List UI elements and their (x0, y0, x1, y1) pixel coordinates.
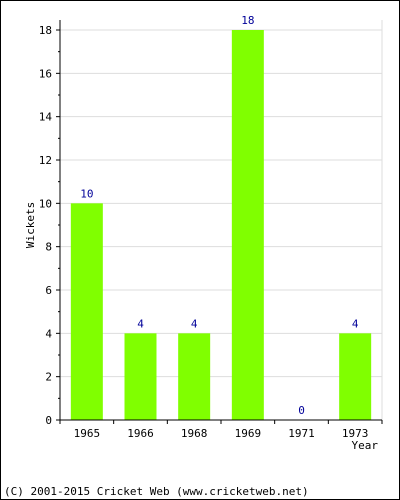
bar-1973 (339, 333, 372, 420)
bar-1966 (124, 333, 157, 420)
value-label-1973: 4 (352, 317, 359, 330)
y-tick-label: 12 (39, 154, 52, 167)
value-label-1969: 18 (241, 14, 254, 27)
x-tick-label: 1965 (74, 427, 101, 440)
value-label-1968: 4 (191, 317, 198, 330)
y-tick-label: 8 (45, 241, 52, 254)
y-tick-label: 4 (45, 327, 52, 340)
value-label-1971: 0 (298, 404, 305, 417)
bar-1968 (178, 333, 211, 420)
bar-1969 (231, 30, 264, 420)
x-tick-label: 1969 (235, 427, 262, 440)
y-tick-label: 16 (39, 67, 52, 80)
value-label-1965: 10 (80, 187, 93, 200)
value-label-1966: 4 (137, 317, 144, 330)
grid-lines (60, 20, 383, 420)
x-tick-label: 1973 (342, 427, 369, 440)
axes (56, 20, 383, 424)
y-tick-label: 18 (39, 24, 52, 37)
bars (70, 30, 372, 420)
y-tick-label: 10 (39, 197, 52, 210)
y-axis-title: Wickets (24, 202, 37, 248)
y-tick-label: 2 (45, 371, 52, 384)
y-tick-label: 6 (45, 284, 52, 297)
labels: 0 2 4 6 8 10 12 14 16 18 10 1965 4 1966 4 1968 18 1969 0 19… (24, 14, 378, 452)
y-tick-label: 0 (45, 414, 52, 427)
x-tick-label: 1968 (181, 427, 208, 440)
x-tick-label: 1971 (288, 427, 315, 440)
x-axis-title: Year (352, 439, 379, 452)
y-tick-label: 14 (39, 111, 53, 124)
copyright-text: (C) 2001-2015 Cricket Web (www.cricketwe… (4, 485, 309, 498)
x-tick-label: 1966 (127, 427, 154, 440)
bar-1965 (70, 203, 103, 420)
